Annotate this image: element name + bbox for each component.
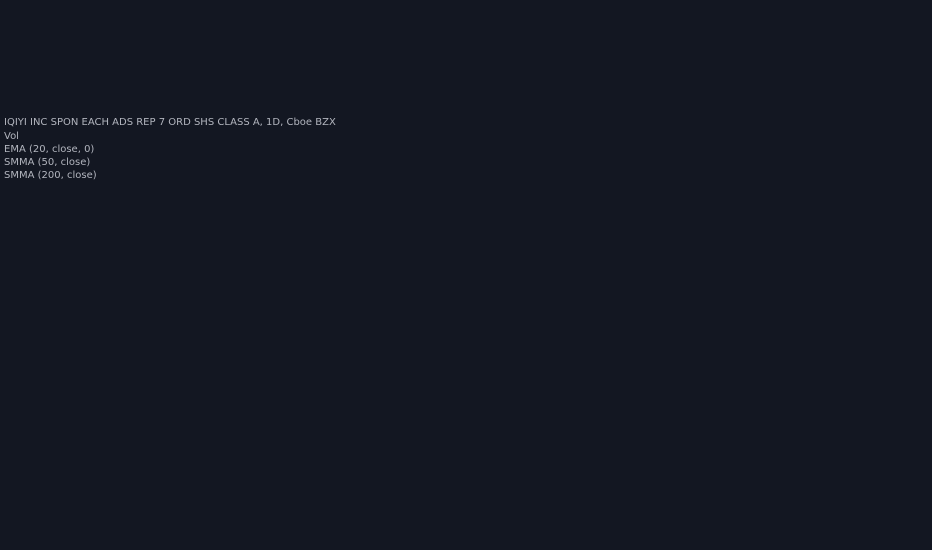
legend-smma200: SMMA (200, close) — [4, 170, 97, 181]
legend-volume: Vol — [4, 131, 19, 142]
legend-ema: EMA (20, close, 0) — [4, 144, 94, 155]
legend-smma50: SMMA (50, close) — [4, 157, 90, 168]
symbol-title: IQIYI INC SPON EACH ADS REP 7 ORD SHS CL… — [4, 117, 336, 128]
legend: IQIYI INC SPON EACH ADS REP 7 ORD SHS CL… — [4, 117, 336, 181]
